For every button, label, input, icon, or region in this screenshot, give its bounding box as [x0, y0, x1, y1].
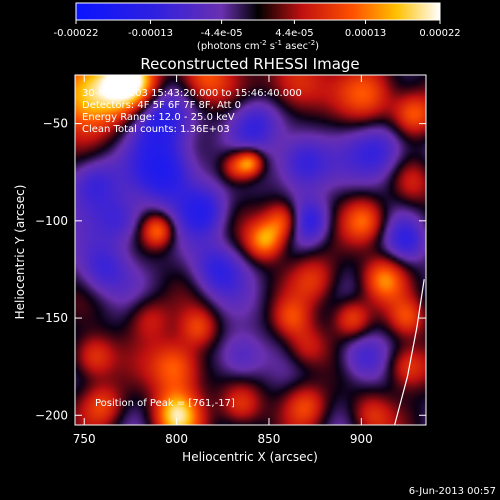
x-tick-label: 850: [258, 432, 281, 446]
y-tick-label: −50: [43, 117, 68, 131]
y-tick-label: −200: [35, 408, 68, 422]
x-tick-label: 750: [73, 432, 96, 446]
colorbar-tick-label: 4.4e-05: [275, 28, 313, 39]
y-tick-label: −150: [35, 311, 68, 325]
annotation-line: 30-May-2003 15:43:20.000 to 15:46:40.000: [82, 88, 302, 99]
colorbar-tick-label: 0.00013: [345, 28, 386, 39]
y-axis: −50 −100 −150 −200: [35, 117, 426, 422]
peak-position-note: Position of Peak = [761,-17]: [95, 398, 235, 409]
x-axis-label: Heliocentric X (arcsec): [182, 450, 318, 464]
plot-frame: [74, 74, 427, 426]
colorbar-tick-label: -4.4e-05: [201, 28, 243, 39]
colorbar-tick-label: -0.00013: [128, 28, 173, 39]
annotation-line: Clean Total counts: 1.36E+03: [82, 124, 230, 135]
colorbar: -0.00022 -0.00013 -4.4e-05 4.4e-05 0.00013 0.…: [54, 2, 461, 52]
annotation-line: Detectors: 4F 5F 6F 7F 8F, Att 0: [82, 100, 241, 111]
solar-limb-curve: [394, 279, 425, 426]
chart-title: Reconstructed RHESSI Image: [140, 55, 359, 73]
annotation-line: Energy Range: 12.0 - 25.0 keV: [82, 112, 235, 123]
colorbar-tick-label: 0.00022: [419, 28, 460, 39]
colorbar-gradient: [75, 2, 441, 21]
x-axis: 750 800 850 900: [73, 75, 373, 446]
colorbar-tick-label: -0.00022: [54, 28, 99, 39]
observation-annotations: 30-May-2003 15:43:20.000 to 15:46:40.000…: [82, 88, 302, 135]
colorbar-unit-label: (photons cm-2 s-1 asec-2): [197, 39, 319, 52]
y-axis-label: Heliocentric Y (arcsec): [13, 185, 27, 320]
x-tick-label: 900: [350, 432, 373, 446]
y-tick-label: −100: [35, 214, 68, 228]
x-tick-label: 800: [165, 432, 188, 446]
render-timestamp: 6-Jun-2013 00:57: [409, 486, 496, 497]
heatmap-image: [75, 75, 426, 426]
